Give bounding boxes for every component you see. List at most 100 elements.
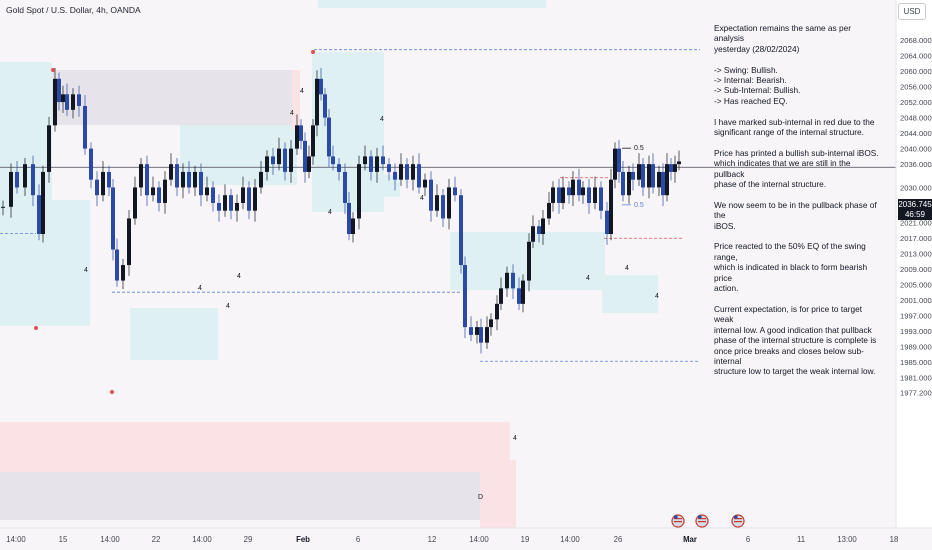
note-line: -> Internal: Bearish. — [714, 75, 787, 86]
candle-body — [499, 288, 503, 304]
currency-button[interactable]: USD — [898, 3, 926, 20]
structure-label: 4 — [84, 267, 88, 274]
candle-body — [551, 187, 555, 203]
note-line: Price has printed a bullish sub-internal… — [714, 147, 879, 158]
candle-body — [37, 195, 41, 234]
candle-body — [1, 206, 5, 208]
structure-label: 4 — [226, 303, 230, 310]
candle-body — [277, 148, 281, 165]
candle-body — [647, 164, 651, 188]
candle-body — [337, 164, 341, 172]
zone — [130, 308, 218, 360]
candle-body — [677, 161, 681, 165]
time-tick: 14:00 — [6, 535, 26, 544]
candle-body — [95, 179, 99, 196]
candle-body — [459, 195, 463, 266]
time-axis[interactable]: 14:00 15 14:00 22 14:00 29 Feb 6 12 14:00 19 14:00 2… — [6, 535, 898, 544]
structure-label: 4 — [198, 285, 202, 292]
price-tick: 2048.000 — [900, 114, 932, 123]
structure-label: 4 — [655, 293, 659, 300]
candle-body — [175, 164, 179, 188]
candle-body — [381, 156, 385, 165]
price-tick: 2001.000 — [900, 296, 932, 305]
candle-body — [193, 171, 197, 188]
price-tick: 2052.000 — [900, 98, 932, 107]
price-tick: 1985.000 — [900, 358, 932, 367]
candle-body — [511, 272, 515, 289]
candle-body — [145, 164, 149, 196]
note-line: structure low to target the weak interna… — [714, 366, 876, 377]
candle-body — [299, 125, 303, 141]
note-line: Current expectation, is for price to tar… — [714, 303, 863, 325]
candle-body — [163, 179, 167, 203]
candle-body — [327, 117, 331, 157]
note-line: once price breaks and closes below sub-i… — [714, 345, 864, 366]
candle-body — [475, 327, 479, 335]
fib-label: 0.5 — [634, 202, 644, 209]
candle-body — [107, 171, 111, 188]
note-line: action. — [714, 283, 739, 294]
candle-body — [605, 210, 609, 234]
candle-body — [15, 171, 19, 188]
note-line: We now seem to be in the pullback phase … — [714, 199, 877, 221]
candle-body — [115, 249, 119, 281]
candle-body — [517, 288, 521, 304]
note-line: internal low. A good indication that pul… — [714, 324, 872, 335]
candle-body — [101, 171, 105, 196]
candle-body — [435, 195, 439, 211]
analysis-notes: Expectation remains the same as per anal… — [714, 23, 882, 387]
candle-body — [235, 202, 239, 211]
candle-body — [547, 202, 551, 219]
price-axis-background — [896, 0, 932, 528]
us-flag-stripe — [698, 518, 706, 520]
time-tick: Feb — [296, 535, 310, 544]
candle-body — [463, 265, 467, 328]
time-tick: 14:00 — [469, 535, 489, 544]
candle-body — [577, 179, 581, 196]
structure-label: 4 — [420, 195, 424, 202]
zone — [318, 0, 546, 8]
structure-label: 4 — [513, 435, 517, 442]
symbol-title[interactable]: Gold Spot / U.S. Dollar, 4h, OANDA — [6, 5, 141, 15]
candle-body — [319, 78, 323, 95]
candle-body — [181, 171, 185, 188]
candle-body — [31, 164, 35, 196]
candle-body — [61, 94, 65, 103]
candle-body — [369, 156, 373, 172]
candle-body — [485, 327, 489, 343]
candlesticks — [1, 67, 681, 354]
candle-body — [479, 327, 483, 343]
candle-body — [157, 187, 161, 203]
price-tick: 2040.000 — [900, 145, 932, 154]
candle-body — [617, 148, 621, 172]
candle-body — [47, 125, 51, 172]
note-line: -> Has reached EQ. — [714, 95, 788, 106]
us-flag-canton — [674, 515, 678, 519]
candle-body — [241, 187, 245, 203]
price-tick: 2021.000 — [900, 218, 932, 227]
candle-body — [665, 164, 669, 196]
candle-body — [77, 94, 81, 106]
candle-body — [393, 171, 397, 180]
time-tick: 26 — [614, 535, 623, 544]
candle-body — [229, 195, 233, 211]
candle-body — [505, 272, 509, 289]
candle-body — [23, 164, 27, 188]
candle-body — [527, 241, 531, 281]
time-tick: 12 — [428, 535, 437, 544]
candle-body — [121, 265, 125, 281]
economic-event-icons[interactable] — [671, 514, 745, 528]
candle-body — [151, 187, 155, 196]
note-line: I have marked sub-internal in red due to… — [714, 116, 875, 127]
us-flag-canton — [734, 515, 738, 519]
price-tick: 2030.000 — [900, 183, 932, 192]
us-flag-stripe — [734, 518, 742, 520]
candle-body — [9, 171, 13, 207]
candle-body — [441, 195, 445, 219]
candle-body — [399, 164, 403, 180]
structure-label: 4 — [380, 116, 384, 123]
price-axis[interactable]: 2068.000 2064.000 2060.000 2056.000 2052.000… — [900, 36, 932, 397]
candle-body — [453, 187, 457, 196]
